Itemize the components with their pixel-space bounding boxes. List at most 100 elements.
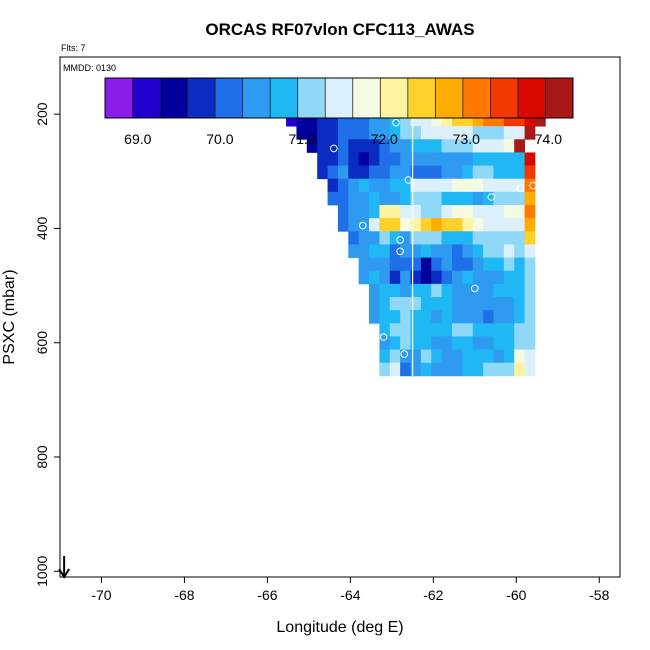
heatmap-cell (441, 283, 453, 298)
heatmap-cell (337, 113, 349, 127)
heatmap-cell (327, 191, 339, 206)
heatmap-cell (317, 113, 328, 127)
heatmap-cell (462, 336, 474, 350)
observation-point (458, 410, 467, 418)
heatmap-cell (514, 297, 525, 311)
heatmap-cell (483, 178, 494, 193)
heatmap-cell (462, 218, 474, 232)
heatmap-cell (400, 362, 411, 377)
heatmap-cell (452, 218, 463, 232)
heatmap-cell (503, 244, 515, 258)
x-axis: -70 -68 -66 -64 -62 -60 -58 (91, 577, 610, 603)
date-note: MMDD: 0130 (63, 63, 116, 73)
heatmap-cell (441, 126, 453, 140)
heatmap-cell (389, 310, 401, 324)
observation-point (437, 569, 446, 577)
heatmap-cell (493, 362, 505, 377)
heatmap-cell (369, 297, 380, 311)
heatmap-cell (493, 297, 505, 311)
colorbar-tick-label: 69.0 (124, 131, 151, 147)
heatmap-cell (358, 244, 370, 258)
heatmap-cell (400, 323, 411, 337)
heatmap-cell (441, 362, 453, 377)
heatmap-cell (379, 205, 391, 219)
heatmap-cell (493, 178, 505, 193)
heatmap-cell (337, 178, 349, 193)
heatmap-cell (472, 178, 484, 193)
heatmap-cell (400, 231, 411, 245)
heatmap-cell (462, 283, 474, 298)
chart-title: ORCAS RF07vlon CFC113_AWAS (205, 20, 474, 39)
heatmap-cell (327, 126, 339, 140)
heatmap-cell (472, 191, 484, 206)
y-tick-label: 400 (34, 217, 50, 241)
heatmap-cell (472, 205, 484, 219)
heatmap-cell (483, 218, 494, 232)
heatmap-cell (431, 362, 443, 377)
heatmap-cell (493, 323, 505, 337)
heatmap-cell (441, 297, 453, 311)
colorbar-segment (105, 78, 133, 118)
observation-point (578, 558, 587, 567)
heatmap-cell (369, 178, 380, 193)
heatmap-cell (483, 349, 494, 364)
heatmap-cell (524, 165, 536, 180)
heatmap-cell (420, 178, 432, 193)
heatmap-cell (462, 126, 474, 140)
heatmap-cell (514, 113, 525, 127)
heatmap-cell (483, 165, 494, 180)
heatmap-cell (452, 336, 463, 350)
heatmap-cell (400, 191, 411, 206)
heatmap-cell (337, 152, 349, 166)
heatmap-cell (514, 336, 525, 350)
heatmap-cell (389, 178, 401, 193)
colorbar-segment (132, 78, 161, 118)
colorbar-segment (407, 78, 436, 118)
heatmap-cell (452, 349, 463, 364)
heatmap-cell (483, 323, 494, 337)
heatmap-cell (452, 191, 463, 206)
observation-point (471, 481, 479, 490)
heatmap-cell (441, 139, 453, 153)
heatmap-cell (514, 323, 525, 337)
heatmap-cell (379, 113, 391, 127)
heatmap-cell (379, 349, 391, 364)
heatmap-cell (420, 283, 432, 298)
heatmap-cell (452, 113, 463, 127)
heatmap-cell (493, 126, 505, 140)
heatmap-cell (462, 139, 474, 153)
heatmap-cell (369, 310, 380, 324)
heatmap-cell (483, 205, 494, 219)
observation-point (487, 193, 496, 201)
heatmap-cell (493, 218, 505, 232)
heatmap-cell (472, 231, 484, 245)
observation-point (562, 481, 570, 490)
y-tick-label: 600 (34, 331, 50, 355)
observation-point (562, 461, 570, 470)
heatmap-cell (524, 323, 536, 337)
heatmap-cell (452, 152, 463, 166)
heatmap-cell (410, 139, 422, 153)
heatmap-cell (524, 283, 536, 298)
heatmap-cell (431, 297, 443, 311)
heatmap-cell (358, 178, 370, 193)
heatmap-cell (472, 139, 484, 153)
heatmap-cell (452, 257, 463, 272)
heatmap-cell (379, 126, 391, 140)
colorbar-tick-label: 74.0 (535, 131, 562, 147)
colorbar-segment (545, 78, 574, 118)
heatmap-cell (514, 270, 525, 285)
heatmap-cell (410, 218, 422, 232)
heatmap-cell (420, 126, 432, 140)
heatmap-cell (369, 139, 380, 153)
heatmap-cell (358, 257, 370, 272)
heatmap-cell (379, 270, 391, 285)
heatmap-cell (452, 244, 463, 258)
heatmap-cell (452, 283, 463, 298)
heatmap-cell (462, 297, 474, 311)
heatmap-cell (348, 244, 360, 258)
heatmap-cell (296, 113, 308, 127)
heatmap-cell (389, 205, 401, 219)
heatmap-cell (452, 139, 463, 153)
